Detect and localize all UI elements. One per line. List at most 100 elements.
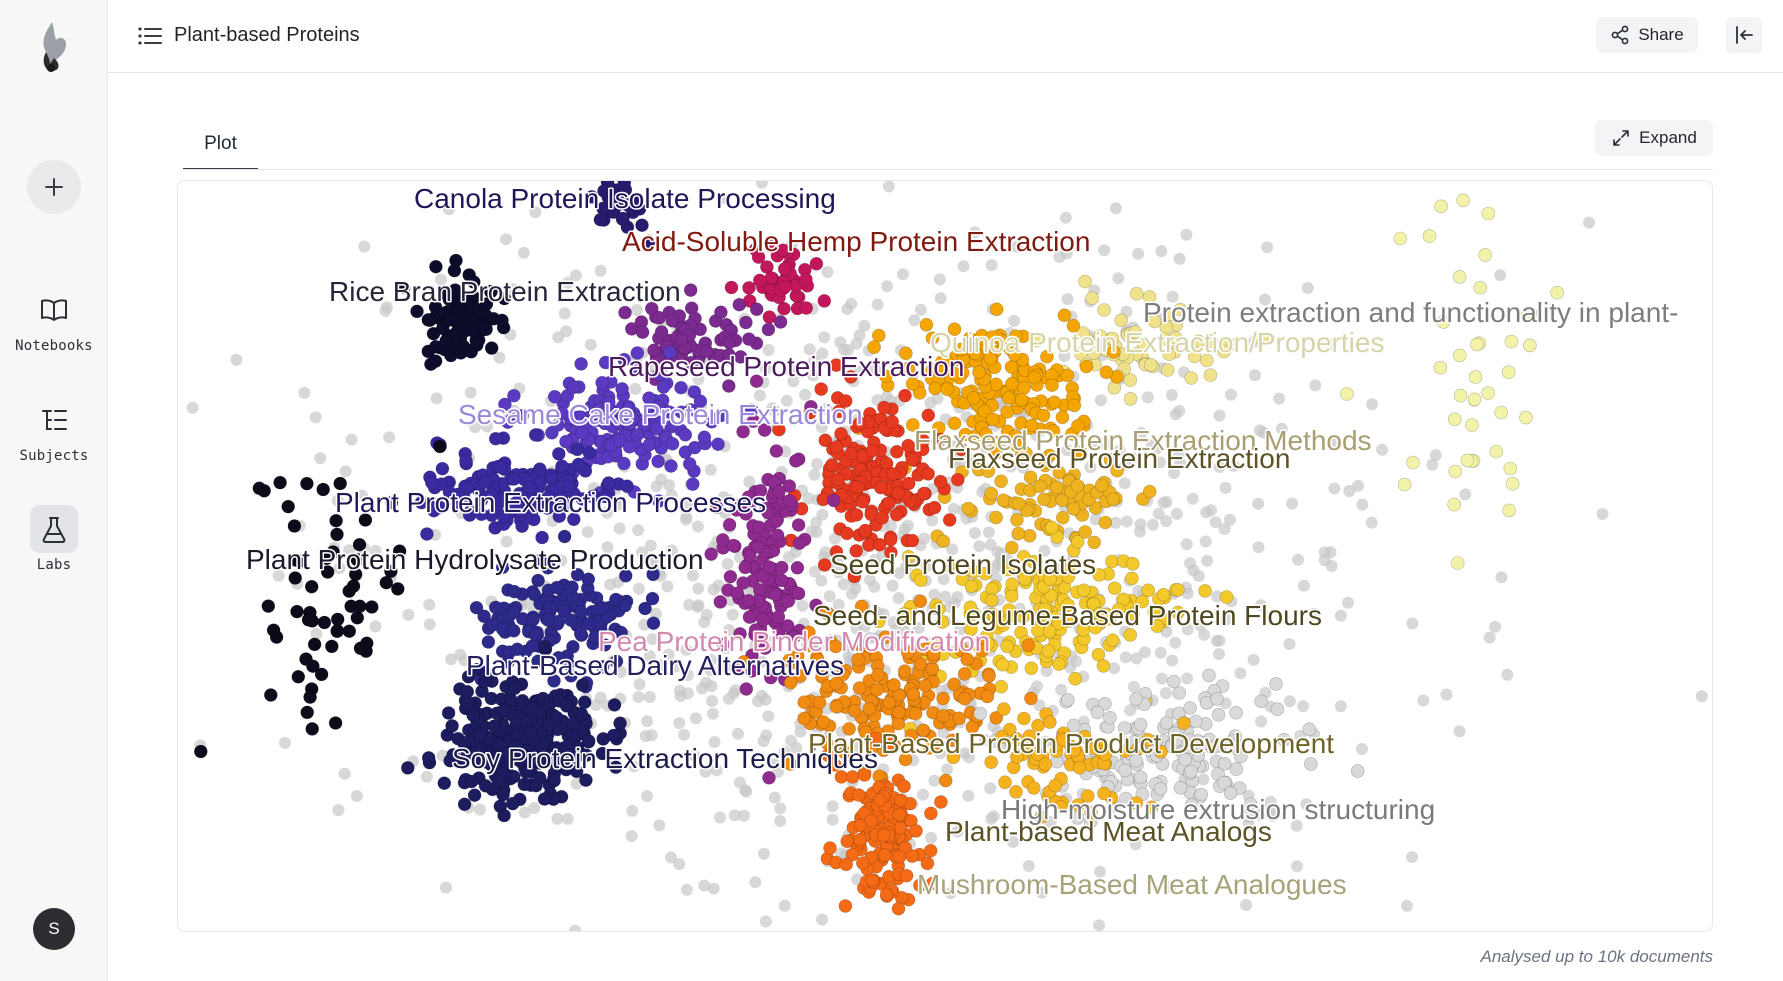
cluster-point [693,394,708,409]
cluster-point [776,243,790,257]
background-point [1259,293,1271,306]
cluster-point [306,659,320,674]
cluster-plot[interactable]: Canola Protein Isolate Processing Acid-So… [177,180,1713,932]
cluster-point [988,446,1003,461]
cluster-point [871,328,886,343]
background-point [710,764,723,777]
background-point [1257,426,1270,439]
background-point [969,527,981,539]
background-point [1048,562,1061,575]
background-point [918,532,931,545]
cluster-point [1033,479,1047,494]
background-point [383,431,396,444]
cluster-point [983,351,998,366]
cluster-point [457,797,472,812]
background-point [794,725,807,738]
background-point [1290,819,1303,832]
background-point [1055,683,1068,696]
cluster-point [809,257,824,271]
cluster-point [316,482,330,497]
cluster-point [290,604,304,619]
cluster-point [788,454,803,468]
new-notebook-button[interactable] [27,160,81,214]
cluster-point [1040,349,1054,364]
background-point [1070,655,1082,668]
page-title: Plant-based Proteins [174,24,360,46]
sidebar-item-subjects[interactable]: Subjects [0,396,108,464]
background-point [356,489,368,502]
background-point [692,373,705,386]
cluster-point [433,439,447,454]
cluster-point [291,669,306,684]
cluster-point [304,579,319,594]
sidebar-item-notebooks[interactable]: Notebooks [0,286,108,354]
cluster-point [635,218,649,233]
background-point [826,665,839,677]
cluster-point [1397,477,1412,492]
cluster-point [982,669,996,683]
cluster-point [1047,395,1062,410]
cluster-point [1103,452,1118,467]
cluster-point [871,668,885,682]
cluster-point [906,687,921,702]
background-point [1166,290,1179,303]
cluster-point [996,702,1011,716]
cluster-point [774,573,789,588]
background-point [864,574,876,586]
cluster-point [1436,315,1451,329]
background-point [926,514,939,527]
cluster-point [613,434,627,448]
cluster-point [877,400,891,415]
background-point [882,181,895,193]
expand-button[interactable]: Expand [1595,120,1713,156]
cluster-point [607,698,622,712]
cluster-point [570,442,585,457]
cluster-point [875,510,890,525]
cluster-point [913,657,928,671]
background-point [339,465,352,478]
cluster-point [989,302,1004,317]
background-point [680,643,693,656]
background-point [1211,590,1224,603]
background-point [1194,619,1207,632]
cluster-point [981,464,996,479]
background-point [1261,241,1274,254]
cluster-point [998,775,1012,790]
sidebar-item-labs[interactable]: Labs [0,505,108,573]
collapse-panel-button[interactable] [1726,17,1762,53]
list-menu-icon[interactable] [137,24,163,48]
cluster-point [1087,535,1102,550]
flame-drop-logo-icon[interactable] [36,20,72,74]
cluster-point [839,857,854,872]
scatter-plot-svg[interactable]: Canola Protein Isolate Processing Acid-So… [178,181,1713,932]
cluster-point [1162,307,1176,322]
background-point [726,608,739,621]
background-point [1008,314,1021,327]
cluster-point [1448,412,1462,427]
background-point [826,813,839,826]
tab-plot[interactable]: Plot [183,120,258,170]
background-point [1300,798,1313,811]
background-point [379,304,392,317]
cluster-point [1229,705,1243,720]
background-point [928,774,941,787]
background-point [1094,865,1107,878]
cluster-point [536,691,550,706]
avatar[interactable]: S [33,908,75,950]
cluster-point [865,443,880,458]
background-point [1094,394,1107,407]
background-point [1213,409,1226,422]
cluster-point [484,341,499,355]
cluster-point [401,761,415,775]
cluster-point [770,528,785,543]
cluster-point [723,569,738,584]
share-button[interactable]: Share [1596,17,1698,53]
background-point [1040,665,1053,677]
cluster-point [984,486,999,501]
background-point [608,495,621,508]
background-point [1417,694,1430,707]
background-point [1155,245,1168,258]
cluster-point [682,457,697,471]
cluster-point [1519,410,1533,425]
cluster-point [867,340,881,354]
